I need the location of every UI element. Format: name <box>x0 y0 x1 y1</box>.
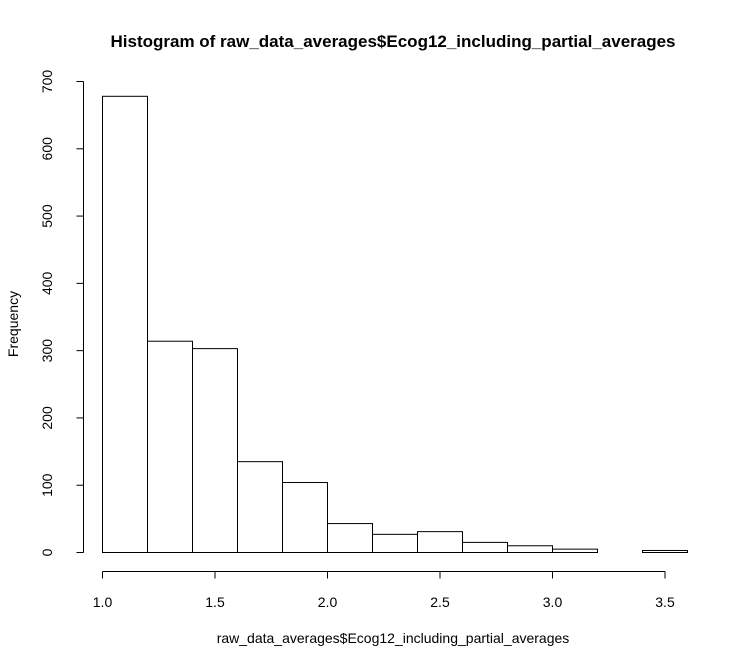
histogram-bar <box>147 340 193 554</box>
x-tick-label: 1.5 <box>205 594 225 610</box>
histogram-bar <box>642 549 688 554</box>
y-axis-label: Frequency <box>5 291 21 357</box>
histogram-bar <box>282 482 328 553</box>
histogram-bar <box>417 531 463 553</box>
histogram-bar <box>552 548 598 554</box>
y-tick-label: 0 <box>39 548 55 556</box>
histogram-bar <box>372 533 418 554</box>
histogram-bar <box>507 545 553 553</box>
x-tick-label: 1.0 <box>93 594 113 610</box>
x-tick-label: 3.0 <box>543 594 563 610</box>
y-tick-label: 500 <box>39 204 55 228</box>
chart-title: Histogram of raw_data_averages$Ecog12_in… <box>110 32 675 51</box>
x-tick-label: 3.5 <box>655 594 675 610</box>
histogram-bar <box>192 348 238 554</box>
histogram-bar <box>237 461 283 553</box>
bars-group <box>102 95 688 554</box>
y-tick-label: 600 <box>39 137 55 161</box>
x-tick-label: 2.0 <box>318 594 338 610</box>
histogram-bar <box>462 541 508 554</box>
histogram-bar <box>102 95 148 553</box>
histogram-bar <box>327 523 373 553</box>
y-tick-label: 200 <box>39 406 55 430</box>
y-tick-label: 400 <box>39 271 55 295</box>
y-tick-label: 700 <box>39 70 55 94</box>
y-axis: 0 100 200 300 400 500 600 700 <box>39 70 84 556</box>
x-tick-label: 2.5 <box>430 594 450 610</box>
x-axis: 1.0 1.5 2.0 2.5 3.0 3.5 <box>93 571 675 610</box>
x-axis-label: raw_data_averages$Ecog12_including_parti… <box>217 630 570 646</box>
y-tick-label: 100 <box>39 473 55 497</box>
y-tick-label: 300 <box>39 339 55 363</box>
